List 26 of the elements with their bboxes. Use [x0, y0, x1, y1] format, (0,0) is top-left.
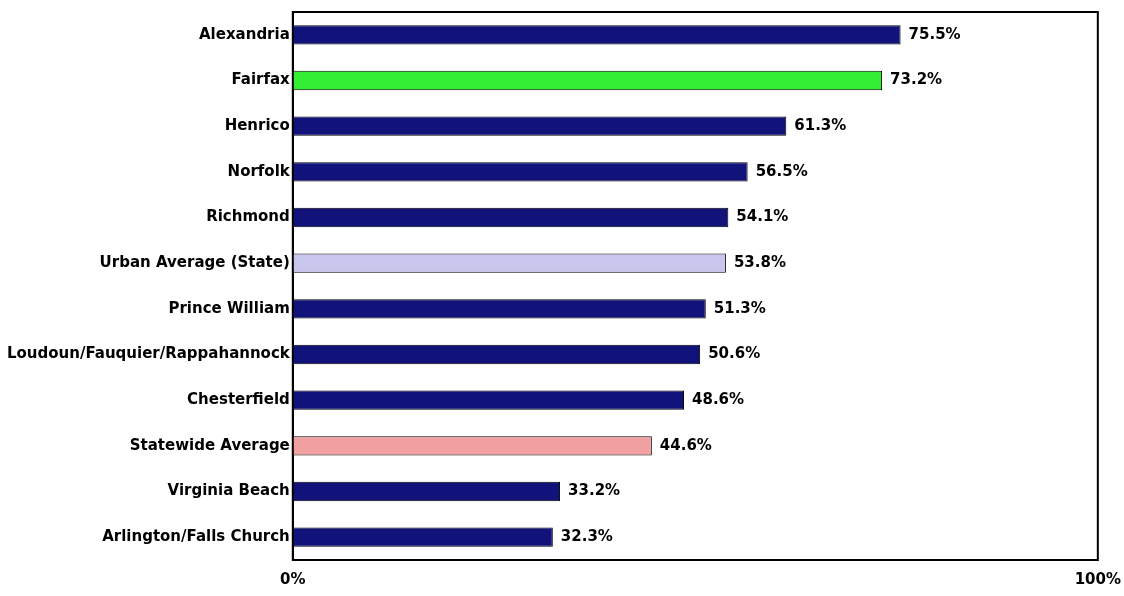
data-label: 33.2%	[568, 481, 621, 500]
y-tick-label: Arlington/Falls Church	[102, 527, 290, 546]
y-tick-label: Henrico	[224, 116, 290, 135]
data-label: 44.6%	[659, 435, 712, 454]
data-label: 51.3%	[713, 298, 766, 317]
y-tick-label: Richmond	[206, 207, 290, 226]
y-tick-label: Virginia Beach	[167, 481, 290, 500]
y-tick-label: Urban Average (State)	[99, 253, 290, 272]
data-label: 50.6%	[708, 344, 761, 363]
data-label: 53.8%	[733, 253, 786, 272]
y-tick-label: Alexandria	[198, 24, 290, 43]
data-label: 73.2%	[890, 70, 943, 89]
data-label: 56.5%	[755, 161, 808, 180]
data-label: 48.6%	[692, 390, 745, 409]
y-tick-label: Prince William	[168, 298, 290, 317]
data-label: 75.5%	[908, 24, 961, 43]
data-label: 32.3%	[560, 527, 613, 546]
x-tick-label: 100%	[1074, 569, 1121, 588]
y-tick-label: Loudoun/Fauquier/Rappahannock	[7, 344, 291, 363]
y-tick-label: Statewide Average	[129, 435, 290, 454]
y-tick-label: Fairfax	[231, 70, 291, 89]
y-tick-label: Chesterfield	[187, 390, 290, 409]
x-tick-label: 0%	[280, 569, 306, 588]
y-tick-label: Norfolk	[227, 161, 291, 180]
data-label: 54.1%	[736, 207, 789, 226]
data-label: 61.3%	[794, 116, 847, 135]
